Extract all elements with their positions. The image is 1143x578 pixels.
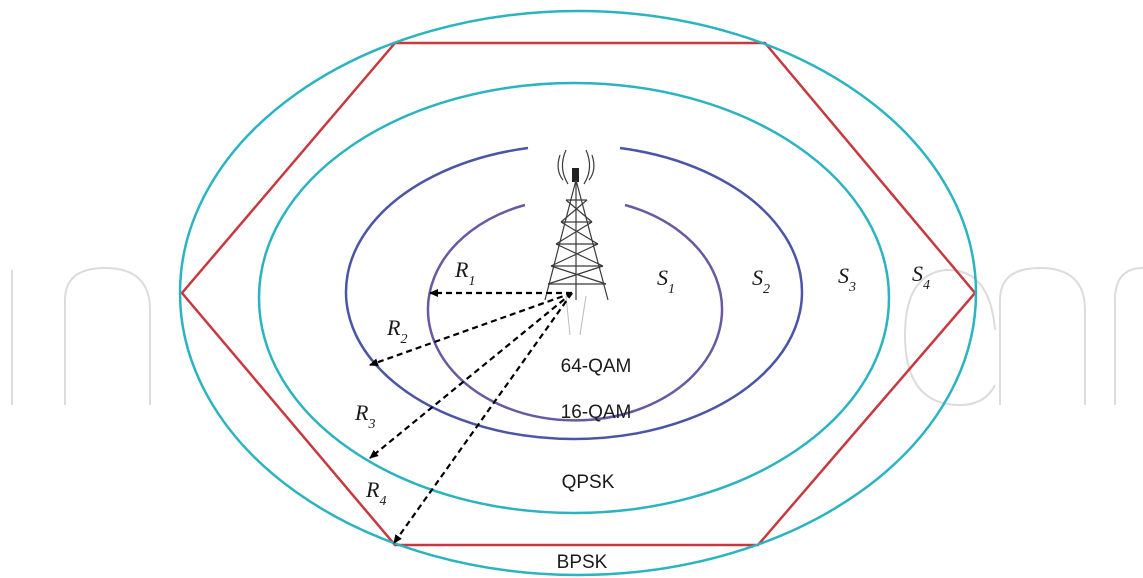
radius-label-r1: R1 [454, 257, 475, 289]
region-label-s1: S1 [657, 265, 675, 297]
region-label-s3: S3 [838, 263, 856, 295]
cell-hexagon [180, 41, 977, 547]
ring-s2-boundary [344, 146, 804, 441]
radius-label-r2: R2 [386, 315, 407, 347]
radius-label-r4: R4 [365, 477, 386, 509]
modulation-label-bpsk: BPSK [557, 552, 608, 573]
region-label-s2: S2 [752, 265, 770, 297]
radius-arrow-r4 [393, 292, 573, 544]
ring-s3-boundary [257, 81, 891, 515]
radius-arrow-r3 [369, 292, 573, 459]
radius-label-r3: R3 [354, 400, 375, 432]
cell-tower-icon [544, 149, 609, 336]
modulation-label-64qam: 64-QAM [561, 356, 632, 377]
ring-s4-boundary [178, 9, 978, 577]
region-label-s4: S4 [912, 261, 930, 293]
ring-s1-boundary [426, 203, 724, 422]
modulation-label-qpsk: QPSK [562, 472, 615, 493]
radius-arrow-r2 [369, 291, 573, 367]
watermark-text [11, 266, 1143, 407]
modulation-label-16qam: 16-QAM [561, 402, 632, 423]
